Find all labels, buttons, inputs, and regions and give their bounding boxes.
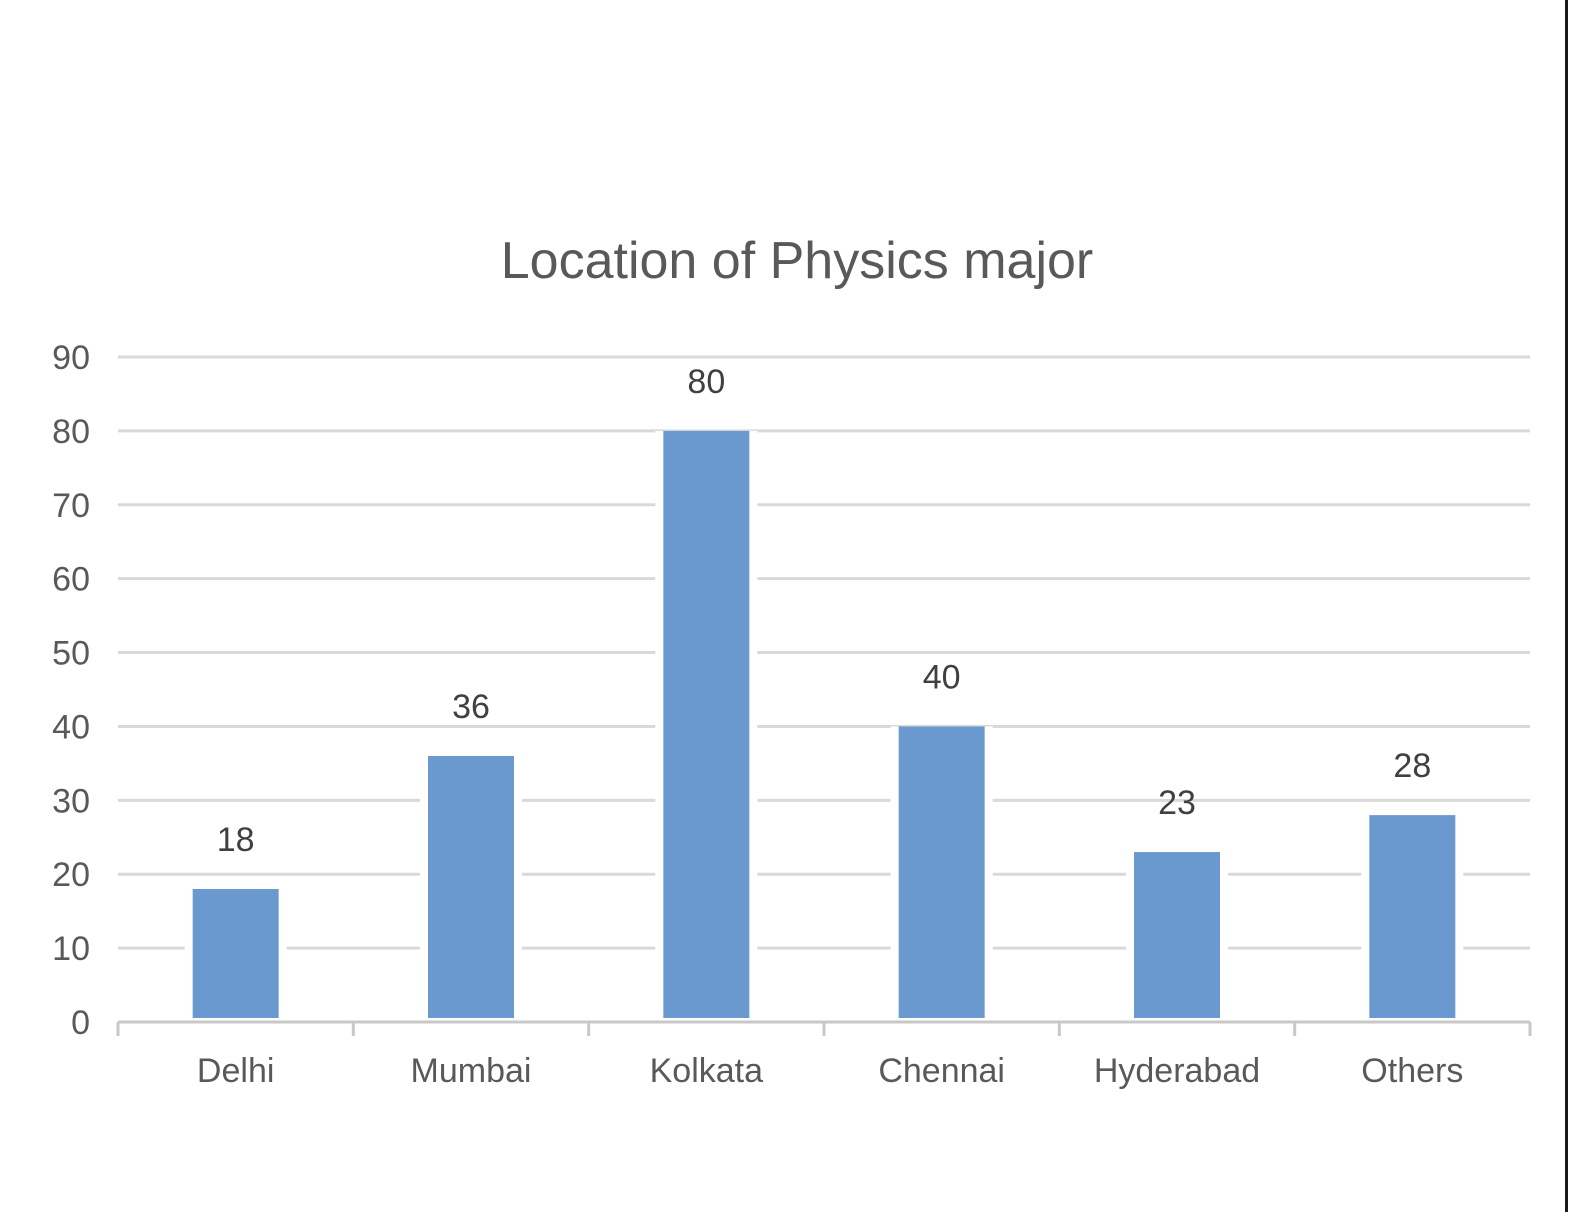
y-tick-label: 50 (52, 635, 90, 673)
y-tick-label: 60 (52, 561, 90, 599)
data-label: 40 (923, 658, 961, 696)
bars (184, 430, 1464, 1020)
y-tick-label: 80 (52, 413, 90, 451)
x-axis: Delhi Mumbai Kolkata Chennai Hyderabad Others (116, 1020, 1532, 1090)
y-tick-label: 30 (52, 782, 90, 820)
x-tick-label: Others (1361, 1052, 1463, 1090)
bar-others (1369, 815, 1456, 1018)
x-tick-label: Mumbai (411, 1052, 532, 1090)
bar-kolkata (663, 430, 750, 1018)
x-tick-label: Kolkata (650, 1052, 763, 1090)
data-labels: 18 36 80 40 23 28 (217, 363, 1431, 859)
y-tick-label: 90 (52, 339, 90, 377)
x-tick-label: Hyderabad (1094, 1052, 1260, 1090)
y-tick-label: 70 (52, 487, 90, 525)
x-tick-label: Chennai (878, 1052, 1005, 1090)
bar-delhi (192, 889, 279, 1018)
bar-hyderabad (1134, 852, 1220, 1018)
gridlines (118, 355, 1530, 950)
y-axis-ticks: 0 10 20 30 40 50 60 70 80 90 (52, 339, 90, 1042)
frame-edge (1565, 0, 1568, 1212)
x-tick-label: Delhi (197, 1052, 274, 1090)
y-tick-label: 10 (52, 930, 90, 968)
data-label: 36 (452, 688, 490, 726)
y-tick-label: 40 (52, 708, 90, 746)
data-label: 23 (1158, 784, 1196, 822)
y-tick-label: 20 (52, 856, 90, 894)
data-label: 18 (217, 821, 255, 859)
bar-chennai (898, 726, 985, 1018)
chart-title: Location of Physics major (501, 232, 1094, 290)
data-label: 80 (687, 363, 725, 401)
y-tick-label: 0 (71, 1004, 90, 1042)
bar-mumbai (428, 756, 514, 1018)
data-label: 28 (1393, 747, 1431, 785)
